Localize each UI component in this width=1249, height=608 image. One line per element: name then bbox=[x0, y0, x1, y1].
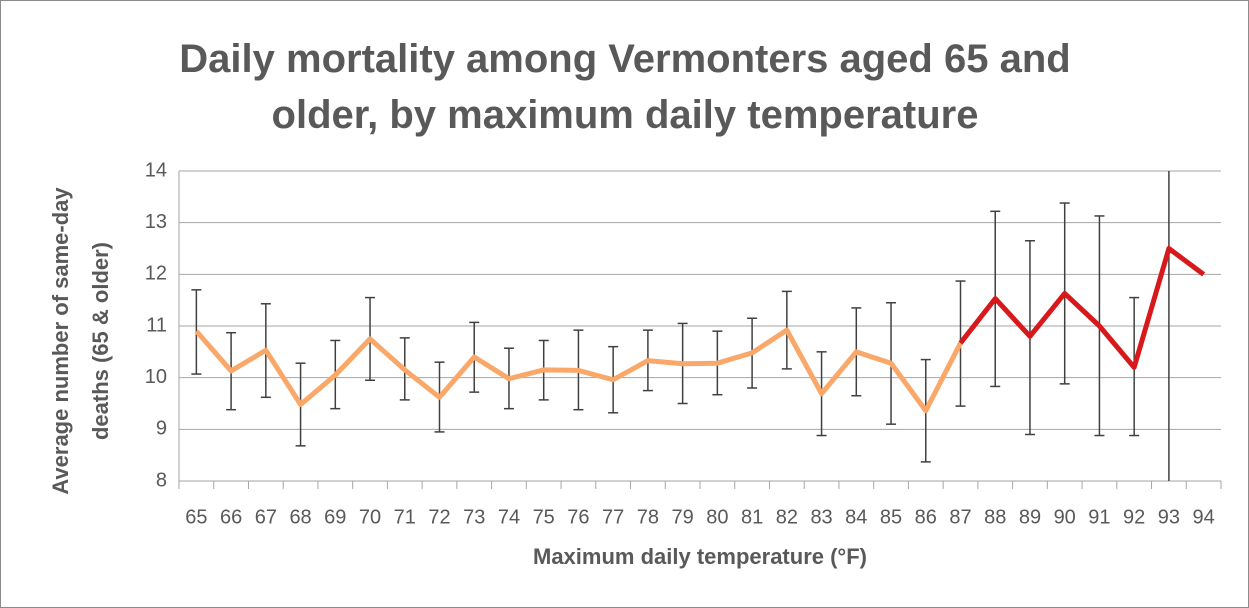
x-tick-label: 79 bbox=[672, 506, 694, 528]
y-tick-label: 13 bbox=[145, 211, 167, 233]
x-tick-label: 80 bbox=[706, 506, 728, 528]
x-tick-label: 70 bbox=[359, 506, 381, 528]
y-tick-label: 12 bbox=[145, 263, 167, 285]
x-tick-label: 84 bbox=[845, 506, 867, 528]
x-tick-label: 78 bbox=[637, 506, 659, 528]
y-tick-label: 10 bbox=[145, 366, 167, 388]
y-axis-title: Average number of same-day deaths (65 & … bbox=[48, 187, 113, 495]
x-tick-label: 81 bbox=[741, 506, 763, 528]
x-tick-label: 94 bbox=[1193, 506, 1215, 528]
x-tick-label: 66 bbox=[220, 506, 242, 528]
x-tick-label: 88 bbox=[984, 506, 1006, 528]
x-tick-label: 75 bbox=[533, 506, 555, 528]
y-tick-label: 14 bbox=[145, 159, 167, 181]
x-tick-label: 90 bbox=[1054, 506, 1076, 528]
x-tick-label: 69 bbox=[324, 506, 346, 528]
x-tick-label: 76 bbox=[567, 506, 589, 528]
x-tick-label: 73 bbox=[463, 506, 485, 528]
x-tick-label: 86 bbox=[915, 506, 937, 528]
y-tick-label: 9 bbox=[156, 418, 167, 440]
x-tick-label: 67 bbox=[255, 506, 277, 528]
x-tick-label: 93 bbox=[1158, 506, 1180, 528]
x-tick-label: 83 bbox=[810, 506, 832, 528]
x-tick-label: 87 bbox=[949, 506, 971, 528]
x-axis-title: Maximum daily temperature (°F) bbox=[533, 544, 867, 569]
x-tick-label: 72 bbox=[428, 506, 450, 528]
series-line bbox=[958, 246, 1206, 370]
x-tick-label: 77 bbox=[602, 506, 624, 528]
y-tick-label: 11 bbox=[146, 314, 167, 336]
x-tick-label: 74 bbox=[498, 506, 520, 528]
x-tick-label: 85 bbox=[880, 506, 902, 528]
x-tick-label: 68 bbox=[289, 506, 311, 528]
y-tick-label: 8 bbox=[156, 469, 167, 491]
x-tick-label: 92 bbox=[1123, 506, 1145, 528]
x-tick-label: 82 bbox=[776, 506, 798, 528]
x-tick-label: 71 bbox=[394, 506, 416, 528]
chart-title: Daily mortality among Vermonters aged 65… bbox=[179, 37, 1071, 137]
x-tick-label: 89 bbox=[1019, 506, 1041, 528]
x-tick-label: 65 bbox=[185, 506, 207, 528]
series-line bbox=[194, 327, 963, 414]
x-tick-label: 91 bbox=[1088, 506, 1110, 528]
